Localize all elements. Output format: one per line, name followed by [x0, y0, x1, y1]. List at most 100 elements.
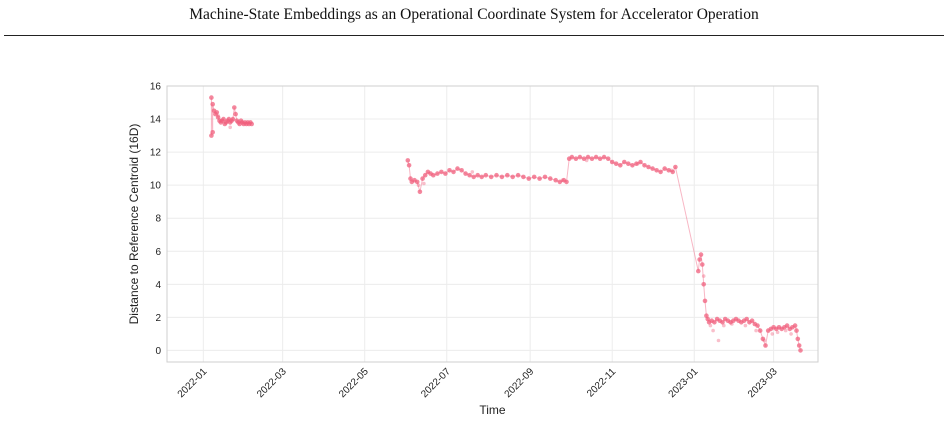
data-point [720, 320, 725, 325]
data-point [712, 320, 717, 325]
data-point [662, 166, 667, 171]
data-point [216, 113, 220, 118]
data-point [463, 171, 468, 176]
data-point [795, 336, 801, 342]
data-point [435, 171, 440, 176]
data-point [451, 169, 456, 175]
data-point [589, 156, 595, 161]
data-point [792, 323, 798, 328]
y-tick-label: 8 [155, 214, 161, 225]
series-line [210, 97, 801, 351]
data-point [557, 179, 563, 185]
data-point [479, 174, 485, 180]
data-point [613, 161, 619, 166]
data-point [577, 154, 583, 160]
data-point [618, 163, 623, 168]
data-point [521, 174, 526, 180]
header-rule [4, 35, 944, 36]
data-point [249, 121, 254, 127]
x-tick-label: 2022-03 [255, 366, 289, 400]
data-point [775, 330, 780, 335]
data-point [702, 298, 708, 304]
data-point [642, 163, 647, 168]
data-point [459, 168, 464, 173]
data-point [754, 328, 758, 333]
data-point [581, 156, 587, 161]
data-point [573, 156, 579, 161]
data-point [494, 172, 499, 178]
x-tick-label: 2022-11 [585, 366, 619, 400]
data-point [585, 154, 591, 160]
data-point [542, 174, 548, 180]
data-point [757, 328, 763, 333]
data-point [669, 168, 674, 173]
data-point [499, 174, 505, 180]
data-point [708, 323, 713, 328]
data-points [209, 95, 803, 353]
data-point [422, 181, 426, 186]
data-point [622, 159, 627, 165]
data-point [701, 282, 706, 287]
y-tick-label: 14 [150, 115, 162, 126]
page-header-title: Machine-State Embeddings as an Operation… [189, 6, 759, 23]
y-tick-label: 12 [150, 148, 162, 159]
data-point [483, 172, 489, 178]
x-tick-label: 2022-01 [176, 366, 210, 400]
x-tick-label: 2022-05 [337, 366, 371, 400]
data-point [784, 323, 790, 328]
plot-area-frame [166, 85, 819, 363]
data-point [646, 164, 651, 170]
data-point [670, 169, 675, 175]
data-point [770, 332, 775, 336]
data-point [783, 328, 788, 333]
data-point [798, 348, 803, 353]
data-point [471, 174, 477, 180]
data-point [634, 161, 639, 166]
data-point [796, 343, 802, 348]
data-point [601, 154, 607, 160]
data-point [417, 189, 423, 195]
y-tick-label: 16 [150, 82, 162, 93]
data-point [232, 105, 237, 110]
data-point [439, 169, 444, 175]
data-point [431, 172, 436, 178]
y-tick-label: 2 [155, 313, 161, 324]
data-point [210, 130, 215, 135]
series-lines [210, 97, 801, 351]
data-point [422, 172, 428, 178]
data-point [455, 166, 460, 171]
data-point [405, 158, 411, 163]
data-point [416, 183, 421, 187]
data-point [515, 172, 521, 178]
data-point [630, 163, 635, 168]
data-point [584, 158, 589, 163]
data-point [553, 177, 558, 183]
data-point [510, 174, 515, 180]
data-point [730, 322, 734, 326]
data-point [722, 323, 726, 328]
data-point [228, 125, 232, 130]
x-axis-label: Time [479, 403, 506, 417]
data-point [564, 179, 569, 185]
x-tick-label: 2022-07 [419, 366, 453, 400]
data-point [447, 168, 452, 173]
data-point [666, 168, 671, 173]
data-point [638, 159, 643, 165]
data-point [743, 323, 748, 328]
data-point [230, 116, 236, 122]
data-point [609, 159, 615, 165]
data-point [605, 156, 611, 161]
data-point [763, 343, 768, 348]
data-point [531, 174, 537, 180]
data-point [701, 274, 706, 278]
data-point [593, 154, 599, 160]
data-point [760, 336, 766, 342]
data-point [233, 111, 238, 117]
data-point [406, 163, 412, 168]
x-tick-label: 2022-09 [503, 366, 537, 400]
data-point [696, 268, 701, 274]
data-point [749, 318, 755, 324]
data-point [762, 338, 766, 343]
data-point [654, 168, 659, 173]
data-point [755, 323, 760, 328]
